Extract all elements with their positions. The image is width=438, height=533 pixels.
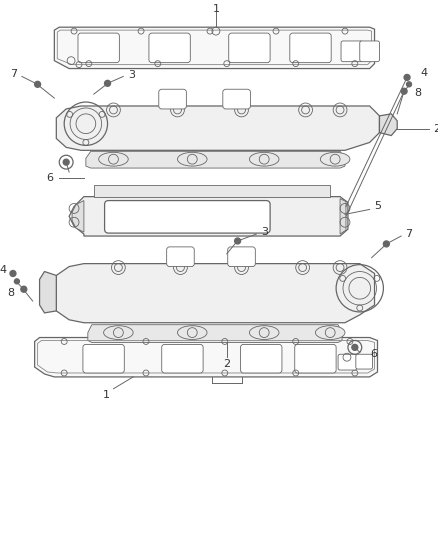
FancyBboxPatch shape: [338, 354, 357, 370]
FancyBboxPatch shape: [240, 344, 282, 373]
FancyBboxPatch shape: [341, 41, 363, 62]
Ellipse shape: [177, 152, 207, 166]
Circle shape: [14, 279, 19, 284]
Text: 2: 2: [223, 359, 230, 369]
Text: 3: 3: [128, 70, 135, 80]
Circle shape: [235, 238, 240, 244]
FancyBboxPatch shape: [149, 33, 190, 63]
FancyBboxPatch shape: [105, 200, 270, 233]
Text: 4: 4: [420, 68, 427, 78]
Polygon shape: [69, 197, 348, 236]
FancyBboxPatch shape: [78, 33, 120, 63]
FancyBboxPatch shape: [83, 344, 124, 373]
Ellipse shape: [99, 152, 128, 166]
Polygon shape: [39, 271, 57, 313]
Circle shape: [406, 82, 411, 87]
Text: 8: 8: [414, 88, 421, 98]
FancyBboxPatch shape: [228, 247, 255, 266]
FancyBboxPatch shape: [229, 33, 270, 63]
FancyBboxPatch shape: [295, 344, 336, 373]
Text: 2: 2: [433, 124, 438, 134]
Circle shape: [10, 271, 16, 277]
Ellipse shape: [320, 152, 350, 166]
FancyBboxPatch shape: [360, 41, 379, 62]
Polygon shape: [379, 114, 397, 135]
Circle shape: [35, 82, 41, 87]
Polygon shape: [54, 27, 374, 69]
Circle shape: [63, 159, 69, 165]
Text: 7: 7: [11, 69, 18, 79]
Text: 4: 4: [0, 264, 7, 274]
Text: 8: 8: [7, 288, 14, 298]
FancyBboxPatch shape: [223, 89, 251, 109]
Circle shape: [401, 88, 407, 94]
FancyBboxPatch shape: [290, 33, 331, 63]
Polygon shape: [340, 199, 346, 234]
Polygon shape: [57, 106, 379, 150]
FancyBboxPatch shape: [162, 344, 203, 373]
Circle shape: [352, 344, 358, 350]
Ellipse shape: [177, 326, 207, 340]
Circle shape: [404, 75, 410, 80]
FancyBboxPatch shape: [356, 354, 373, 369]
Text: 6: 6: [46, 173, 53, 183]
Ellipse shape: [104, 326, 133, 340]
Ellipse shape: [315, 326, 345, 340]
FancyBboxPatch shape: [167, 247, 194, 266]
Polygon shape: [86, 151, 345, 168]
FancyBboxPatch shape: [159, 89, 186, 109]
Text: 6: 6: [370, 349, 377, 359]
Polygon shape: [72, 200, 84, 232]
Text: 1: 1: [103, 390, 110, 400]
Text: 1: 1: [212, 4, 219, 14]
Circle shape: [105, 80, 110, 86]
Circle shape: [21, 286, 27, 292]
Ellipse shape: [249, 152, 279, 166]
Ellipse shape: [249, 326, 279, 340]
Polygon shape: [35, 337, 378, 377]
Circle shape: [383, 241, 389, 247]
Text: 3: 3: [261, 227, 268, 237]
Polygon shape: [94, 185, 330, 197]
Polygon shape: [88, 325, 342, 342]
Polygon shape: [57, 264, 374, 323]
Text: 7: 7: [406, 229, 413, 239]
Text: 5: 5: [374, 201, 381, 212]
